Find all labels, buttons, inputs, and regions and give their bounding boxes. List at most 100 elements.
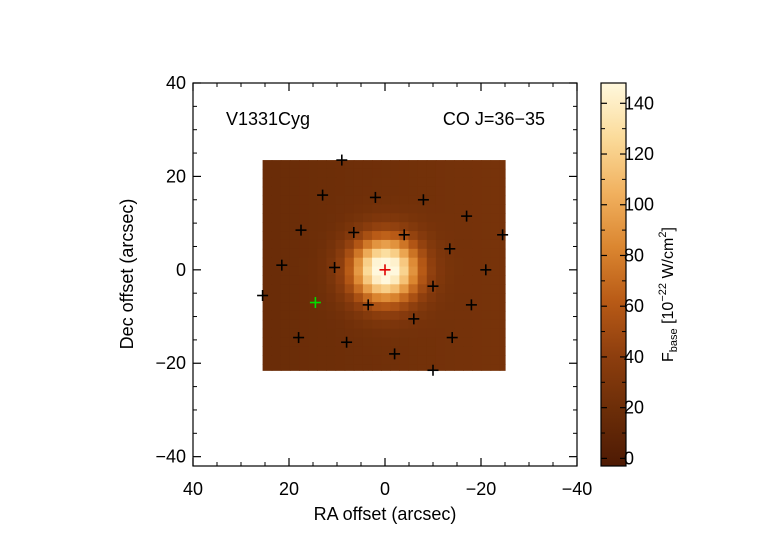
map-pixel [417,231,428,241]
map-pixel [481,364,492,371]
map-pixel [262,168,273,179]
map-pixel [445,195,455,206]
map-pixel [499,222,506,232]
map-pixel [408,337,419,348]
map-pixel [408,293,419,303]
map-pixel [335,248,346,259]
map-pixel [426,284,437,294]
map-pixel [271,355,282,365]
map-pixel [262,195,273,206]
map-pixel [463,302,473,312]
map-pixel [399,319,410,330]
map-pixel [408,302,419,312]
map-pixel [499,257,506,268]
map-pixel [317,213,328,223]
map-pixel [372,231,382,241]
map-pixel [472,319,483,330]
colorbar-label-sub: base [668,328,680,352]
map-pixel [326,284,337,294]
map-pixel [353,310,364,321]
map-pixel [445,222,455,232]
map-pixel [299,302,309,312]
map-pixel [271,337,282,348]
map-pixel [426,310,437,321]
map-pixel [417,160,428,170]
map-pixel [390,328,400,339]
map-pixel [408,222,419,232]
map-pixel [435,302,446,312]
map-pixel [335,319,346,330]
map-pixel [308,337,318,348]
map-pixel [426,204,437,214]
map-pixel [262,275,273,285]
map-pixel [335,239,346,250]
map-pixel [335,337,346,348]
map-pixel [271,266,282,277]
map-pixel [308,239,318,250]
map-pixel [390,319,400,330]
map-pixel [435,266,446,277]
map-pixel [280,222,291,232]
colorbar-gradient [600,82,627,467]
map-pixel [463,213,473,223]
map-pixel [435,231,446,241]
map-pixel [472,293,483,303]
map-pixel [408,177,419,188]
map-pixel [280,293,291,303]
map-pixel [271,319,282,330]
map-pixel [490,355,501,365]
map-pixel [426,293,437,303]
map-pixel [362,213,373,223]
map-pixel [408,319,419,330]
map-pixel [454,257,464,268]
map-pixel [299,328,309,339]
map-pixel [308,310,318,321]
map-pixel [372,275,382,285]
map-pixel [326,364,337,371]
map-pixel [262,177,273,188]
map-pixel [289,231,300,241]
map-pixel [390,213,400,223]
spaxel-marker [317,189,329,201]
map-pixel [499,248,506,259]
map-pixel [463,364,473,371]
map-pixel [490,195,501,206]
map-pixel [445,284,455,294]
map-pixel [381,364,391,371]
map-pixel [308,266,318,277]
map-pixel [289,195,300,206]
colorbar-tick-label: 100 [624,195,654,215]
map-pixel [308,302,318,312]
spaxel-marker [461,210,473,222]
map-pixel [308,293,318,303]
map-pixel [490,204,501,214]
map-pixel [299,293,309,303]
map-pixel [317,160,328,170]
map-pixel [408,364,419,371]
map-pixel [490,302,501,312]
map-pixel [490,213,501,223]
map-pixel [463,168,473,179]
map-pixel [381,177,391,188]
map-pixel [326,275,337,285]
map-pixel [335,195,346,206]
map-pixel [490,310,501,321]
map-pixel [326,310,337,321]
map-pixel [262,186,273,197]
map-pixel [490,160,501,170]
map-pixel [353,239,364,250]
map-pixel [463,284,473,294]
map-pixel [481,177,492,188]
map-pixel [381,248,391,259]
map-pixel [390,231,400,241]
map-pixel [417,168,428,179]
y-axis-ticks: 40 20 0 −20 −40 [155,73,577,467]
map-pixel [299,186,309,197]
map-pixel [262,302,273,312]
map-pixel [362,364,373,371]
map-pixel [262,257,273,268]
map-pixel [362,337,373,348]
map-pixel [262,364,273,371]
y-tick-label: −20 [155,353,186,373]
colorbar-ticks: 0 20 40 60 80 100 120 140 [601,93,654,468]
